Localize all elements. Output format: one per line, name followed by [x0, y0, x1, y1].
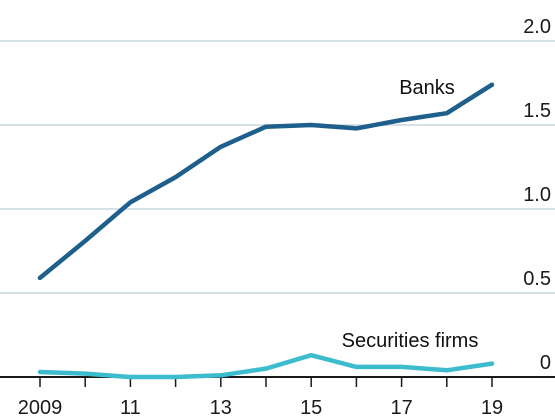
- series-label-securities-firms: Securities firms: [342, 330, 479, 352]
- x-tick-label-17: 17: [390, 397, 412, 418]
- y-tick-label-0.5: 0.5: [523, 268, 551, 290]
- gridlines: [0, 40, 555, 294]
- x-tick-label-2009: 2009: [18, 397, 63, 418]
- x-tick-label-11: 11: [120, 397, 141, 418]
- x-axis: 2009 11 13 15 17 19: [0, 376, 555, 418]
- y-tick-label-1.0: 1.0: [523, 184, 551, 206]
- y-axis-tick-labels: 0 0.5 1.0 1.5 2.0: [523, 16, 551, 374]
- y-tick-label-1.5: 1.5: [523, 100, 551, 122]
- x-tick-label-15: 15: [300, 397, 322, 418]
- series-line-securities-firms: [37, 352, 495, 380]
- y-tick-label-2.0: 2.0: [523, 16, 551, 38]
- x-tick-label-13: 13: [210, 397, 232, 418]
- x-tick-label-19: 19: [481, 397, 503, 418]
- series-lines: [37, 82, 495, 380]
- series-label-banks: Banks: [399, 77, 455, 99]
- y-tick-label-0: 0: [540, 352, 551, 374]
- series-line-banks: [37, 82, 495, 281]
